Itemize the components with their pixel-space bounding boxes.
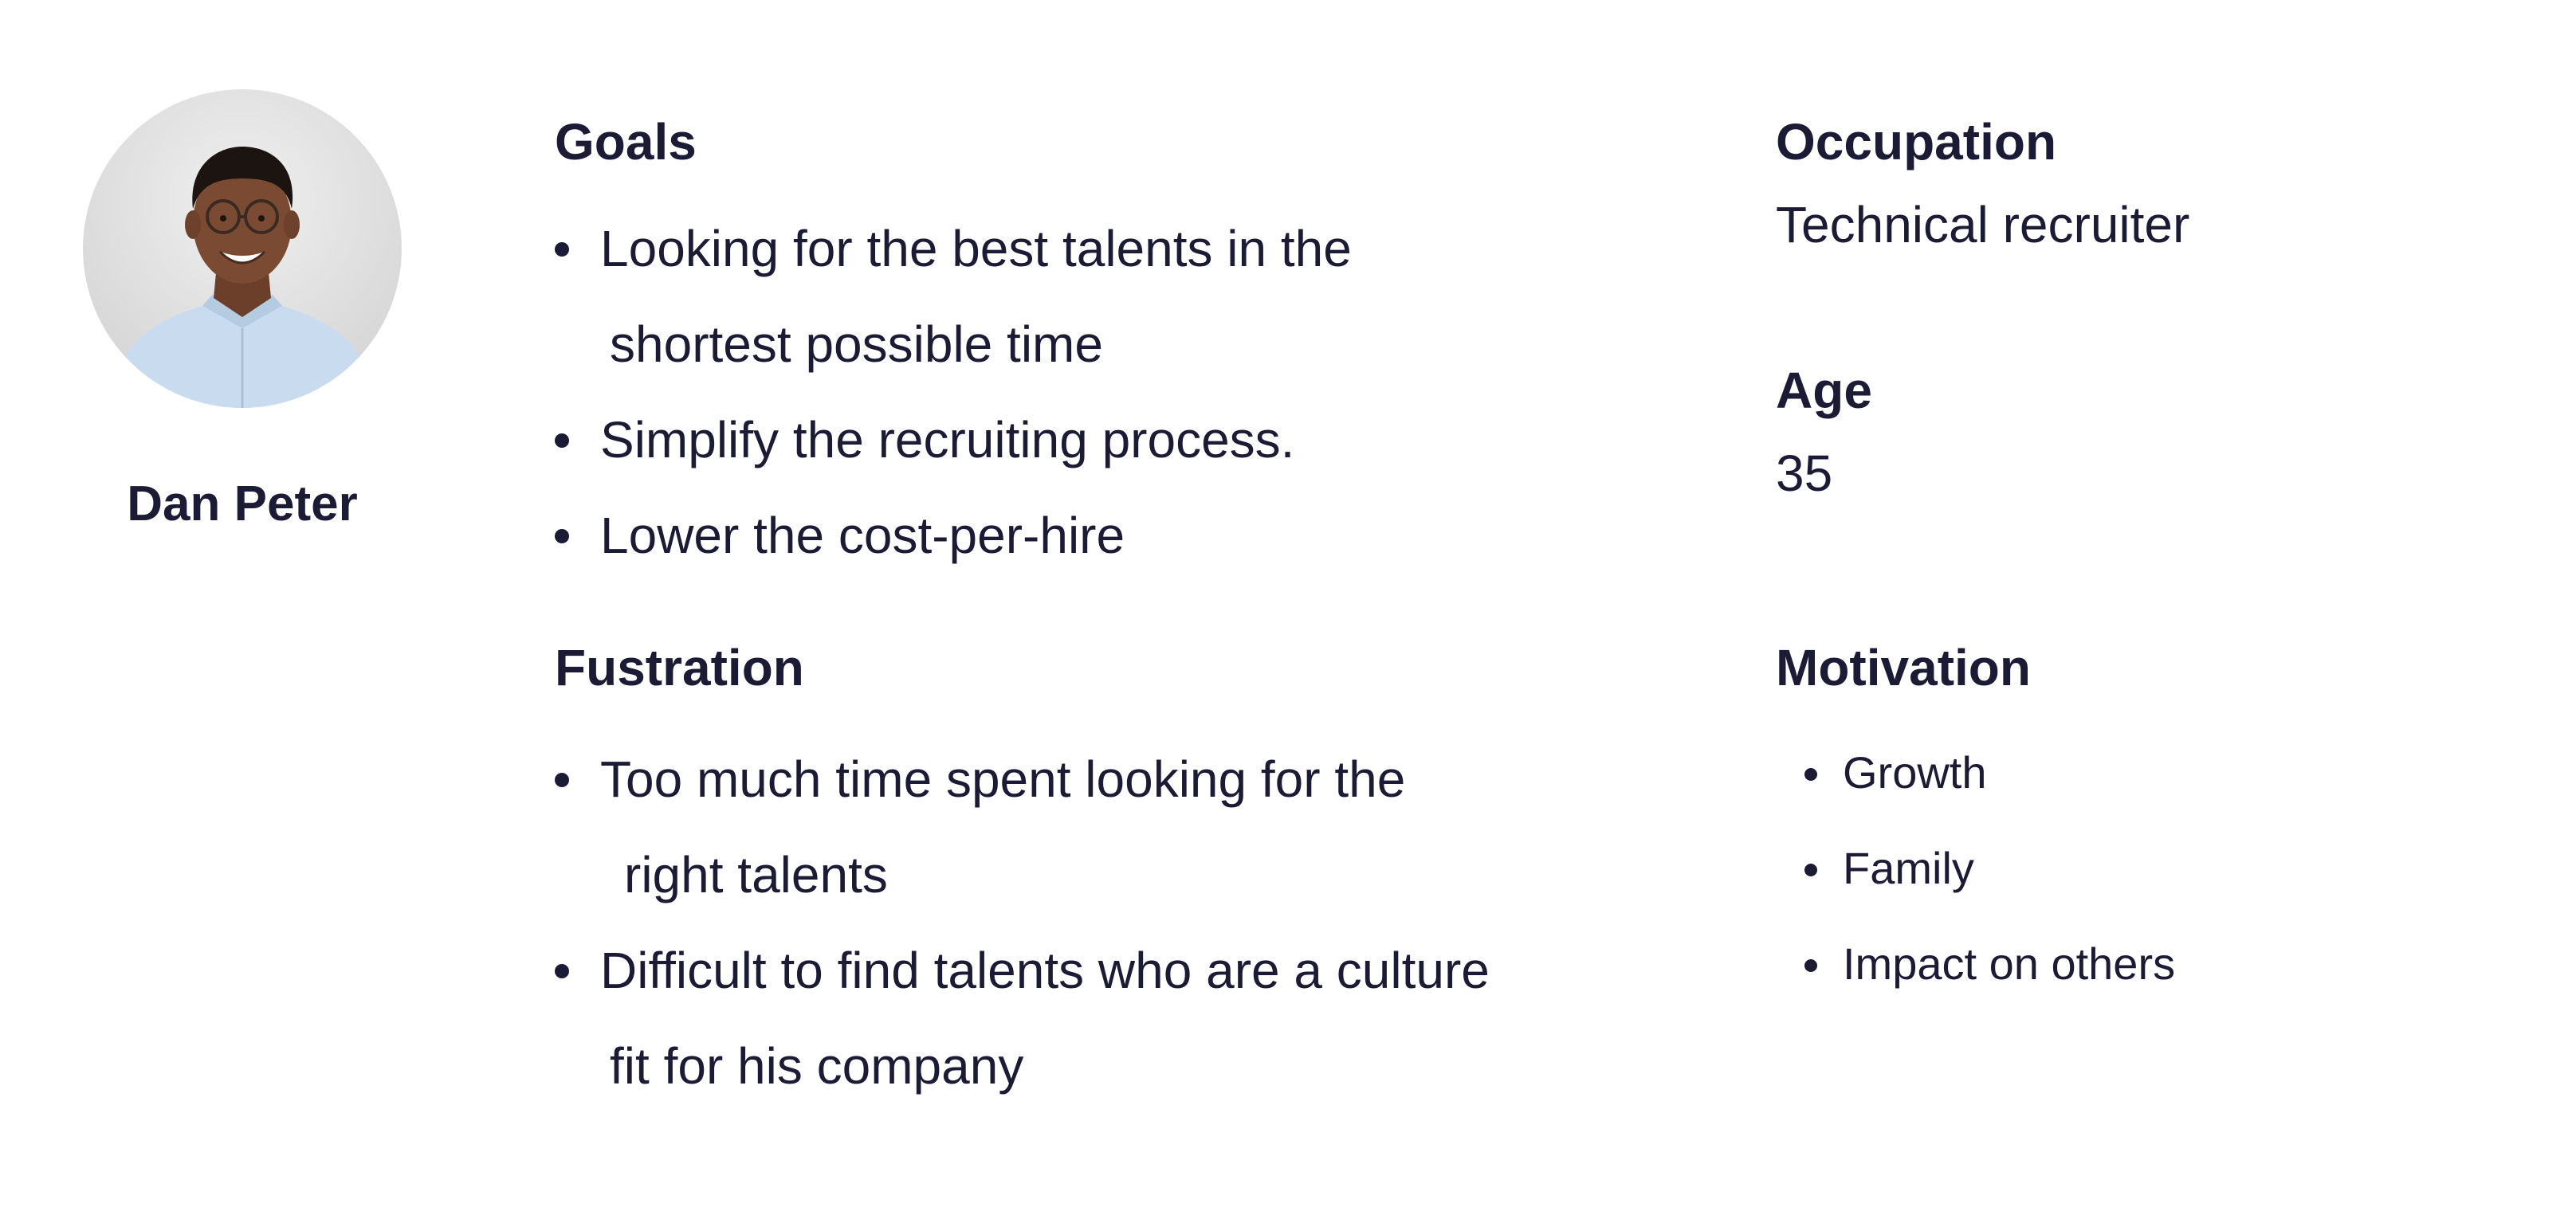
age-heading: Age xyxy=(1776,362,1872,419)
motivation-item: Growth xyxy=(1804,725,2175,821)
goals-heading: Goals xyxy=(555,113,697,170)
goals-list: Looking for the best talents in the shor… xyxy=(555,201,1655,583)
goal-item: Simplify the recruiting process. xyxy=(555,392,1655,488)
goal-item-text: Looking for the best talents in the xyxy=(600,220,1352,277)
goal-item-text: Lower the cost-per-hire xyxy=(600,507,1125,564)
goal-item: Lower the cost-per-hire xyxy=(555,488,1655,583)
frustration-item-text-continued: right talents xyxy=(624,846,888,903)
frustration-list: Too much time spent looking for the righ… xyxy=(555,731,1655,1114)
age-value: 35 xyxy=(1776,445,1833,502)
frustration-item: Too much time spent looking for the righ… xyxy=(555,731,1655,923)
frustration-item-text: Difficult to find talents who are a cult… xyxy=(600,942,1490,999)
occupation-value: Technical recruiter xyxy=(1776,196,2190,253)
occupation-heading: Occupation xyxy=(1776,113,2057,170)
persona-card: Dan Peter xyxy=(83,89,402,534)
frustration-heading: Fustration xyxy=(555,639,804,696)
goal-item-text: Simplify the recruiting process. xyxy=(600,411,1295,468)
frustration-item-text-continued: fit for his company xyxy=(610,1037,1024,1095)
avatar xyxy=(83,89,402,408)
motivation-heading: Motivation xyxy=(1776,639,2031,696)
persona-name: Dan Peter xyxy=(127,476,358,531)
frustration-item: Difficult to find talents who are a cult… xyxy=(555,923,1655,1114)
person-photo-icon xyxy=(107,147,378,408)
motivation-item: Family xyxy=(1804,821,2175,916)
goal-item: Looking for the best talents in the shor… xyxy=(555,201,1655,392)
motivation-list: Growth Family Impact on others xyxy=(1804,725,2175,1012)
motivation-item: Impact on others xyxy=(1804,916,2175,1012)
frustration-item-text: Too much time spent looking for the xyxy=(600,751,1406,808)
goal-item-text-continued: shortest possible time xyxy=(610,315,1103,373)
